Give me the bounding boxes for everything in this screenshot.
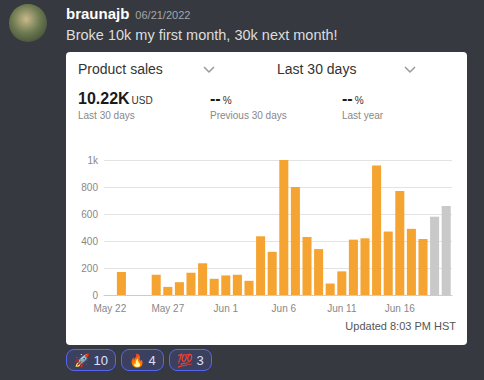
svg-text:Jun 1: Jun 1 xyxy=(214,303,239,314)
html-text:💯 3: 💯 3 xyxy=(177,353,204,368)
svg-text:400: 400 xyxy=(81,236,98,247)
html-text:Last 30 days: Last 30 days xyxy=(78,110,135,121)
html-text:🔥 4: 🔥 4 xyxy=(129,353,156,368)
svg-text:Jun 6: Jun 6 xyxy=(272,303,297,314)
svg-text:1k: 1k xyxy=(87,155,99,166)
svg-text:800: 800 xyxy=(81,182,98,193)
svg-text:Jun 16: Jun 16 xyxy=(385,303,415,314)
html-text:Last 30 days: Last 30 days xyxy=(277,61,357,77)
html-text:🚀 10: 🚀 10 xyxy=(74,353,109,368)
html-text:Previous 30 days: Previous 30 days xyxy=(210,110,287,121)
svg-text:Jun 11: Jun 11 xyxy=(327,303,357,314)
html-text:Broke 10k my first month, 30k: Broke 10k my first month, 30k next month… xyxy=(66,27,338,43)
html-text:Product sales: Product sales xyxy=(78,61,163,77)
svg-text:May 27: May 27 xyxy=(151,303,184,314)
svg-text:May 22: May 22 xyxy=(93,303,126,314)
svg-text:200: 200 xyxy=(81,263,98,274)
svg-text:0: 0 xyxy=(92,290,98,301)
html-text:braunajb 06/21/2022: braunajb 06/21/2022 xyxy=(66,5,191,22)
html-text:Updated 8:03 PM HST: Updated 8:03 PM HST xyxy=(345,320,456,332)
html-text:Last year: Last year xyxy=(342,110,384,121)
html-text:10.22KUSD: 10.22KUSD xyxy=(78,90,153,107)
svg-text:600: 600 xyxy=(81,209,98,220)
